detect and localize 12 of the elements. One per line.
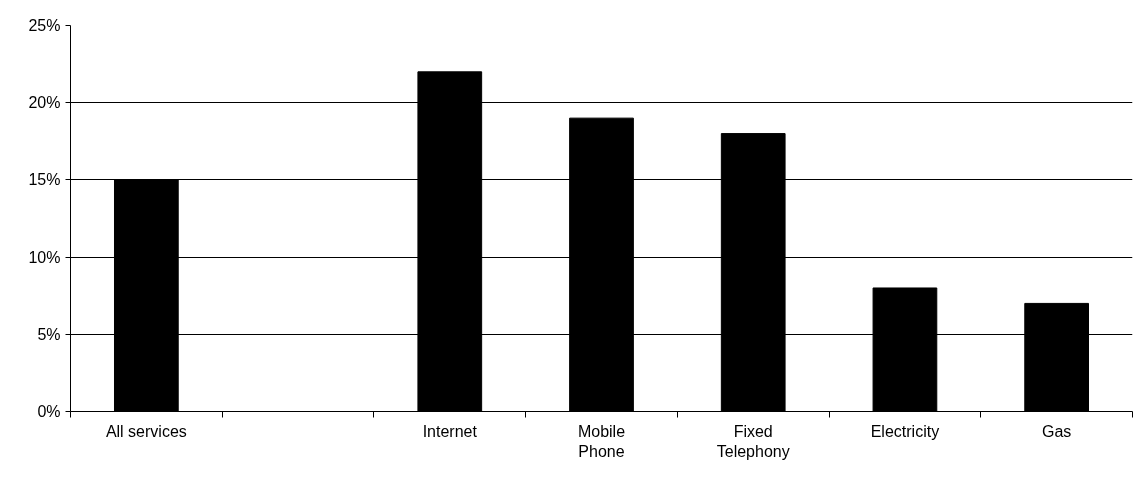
- y-tick-label: 25%: [28, 17, 61, 34]
- y-tick-label: 20%: [28, 94, 61, 112]
- y-tick-label: 5%: [37, 325, 61, 343]
- x-tick-label: Fixed Telephony: [716, 422, 790, 460]
- x-tick-label: All services: [105, 422, 187, 440]
- x-tick-label: Gas: [1041, 422, 1072, 440]
- y-tick-label: 10%: [28, 248, 61, 266]
- x-tick-label: Internet: [422, 422, 478, 440]
- y-tick-label: 15%: [28, 171, 61, 189]
- x-tick-label: Mobile Phone: [577, 422, 626, 460]
- x-tick-label: Electricity: [870, 422, 940, 440]
- y-tick-label: 0%: [37, 403, 61, 420]
